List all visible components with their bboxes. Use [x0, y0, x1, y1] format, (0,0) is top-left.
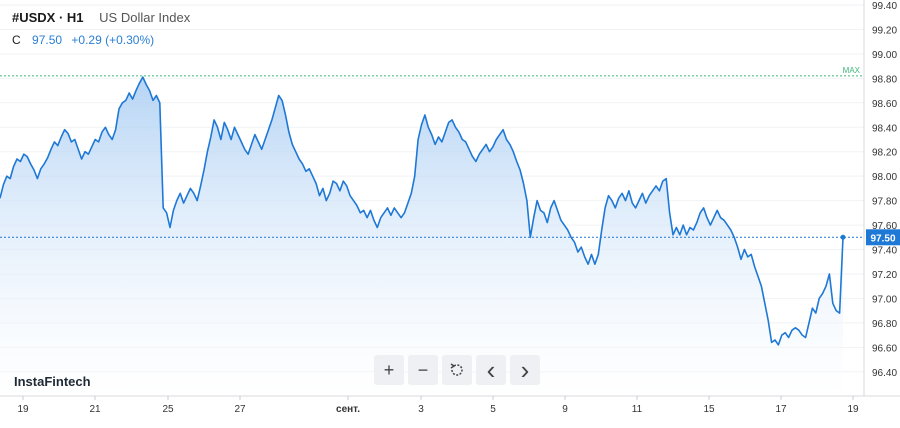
y-tick-label: 98.80	[872, 74, 897, 85]
x-tick-label: 5	[490, 404, 496, 415]
chart-title: #USDX · H1 US Dollar Index	[12, 10, 190, 25]
reset-button[interactable]	[442, 355, 472, 385]
y-tick-label: 99.00	[872, 50, 897, 61]
y-tick-label: 96.60	[872, 343, 897, 354]
y-tick-label: 98.60	[872, 99, 897, 110]
x-tick-label: 19	[17, 404, 29, 415]
max-label: MAX	[843, 66, 861, 75]
x-tick-label: 3	[418, 404, 424, 415]
y-tick-label: 98.40	[872, 123, 897, 134]
x-tick-label: 9	[562, 404, 568, 415]
price-line	[0, 76, 844, 346]
symbol-label: #USDX · H1	[12, 10, 84, 25]
x-tick-label: 15	[703, 404, 715, 415]
plus-icon: +	[383, 359, 395, 380]
y-tick-label: 97.40	[872, 246, 897, 257]
y-tick-label: 97.60	[872, 221, 897, 232]
x-tick-label: 21	[89, 404, 101, 415]
x-tick-label: 11	[632, 404, 643, 415]
y-tick-label: 98.20	[872, 148, 897, 159]
close-value: 97.50	[32, 33, 63, 47]
x-tick-label: 17	[775, 404, 787, 415]
y-axis: 99.40 99.20 99.00 98.80 98.60 98.40 98.20 98.00…	[872, 1, 897, 379]
zoom-in-button[interactable]: +	[374, 355, 404, 385]
y-tick-label: 97.00	[872, 294, 897, 305]
x-axis: 19 21 25 27 сент. 3 5 9 11 15 17 19	[17, 396, 859, 415]
quote-line: C 97.50 +0.29 (+0.30%)	[12, 33, 154, 47]
chart-controls: + − ‹ ›	[374, 355, 540, 385]
x-tick-label: 25	[162, 404, 174, 415]
x-tick-label: 27	[234, 404, 246, 415]
y-tick-label: 98.00	[872, 172, 897, 183]
price-tag-label: 97.50	[870, 233, 895, 244]
instrument-description: US Dollar Index	[99, 10, 191, 25]
y-tick-label: 97.80	[872, 197, 897, 208]
price-tag-background	[866, 229, 900, 246]
y-tick-label: 96.40	[872, 368, 897, 379]
y-tick-label: 99.20	[872, 25, 897, 36]
minus-icon: −	[417, 359, 429, 380]
chevron-left-icon: ‹	[486, 355, 496, 385]
zoom-out-button[interactable]: −	[408, 355, 438, 385]
close-label: C	[12, 33, 21, 47]
chevron-right-icon: ›	[520, 355, 530, 385]
change-value: +0.29 (+0.30%)	[71, 33, 155, 47]
y-tick-label: 97.20	[872, 270, 897, 281]
last-price-tag: 97.50	[866, 229, 900, 246]
price-area	[0, 77, 843, 396]
reset-icon	[450, 363, 463, 376]
x-tick-label: 19	[847, 404, 859, 415]
last-price-dot	[840, 234, 846, 240]
scroll-right-button[interactable]: ›	[510, 355, 540, 385]
scroll-left-button[interactable]: ‹	[476, 355, 506, 385]
x-tick-label: сент.	[336, 404, 360, 415]
brand-logo: InstaFintech	[14, 374, 91, 389]
y-tick-label: 99.40	[872, 1, 897, 12]
y-tick-label: 96.80	[872, 319, 897, 330]
